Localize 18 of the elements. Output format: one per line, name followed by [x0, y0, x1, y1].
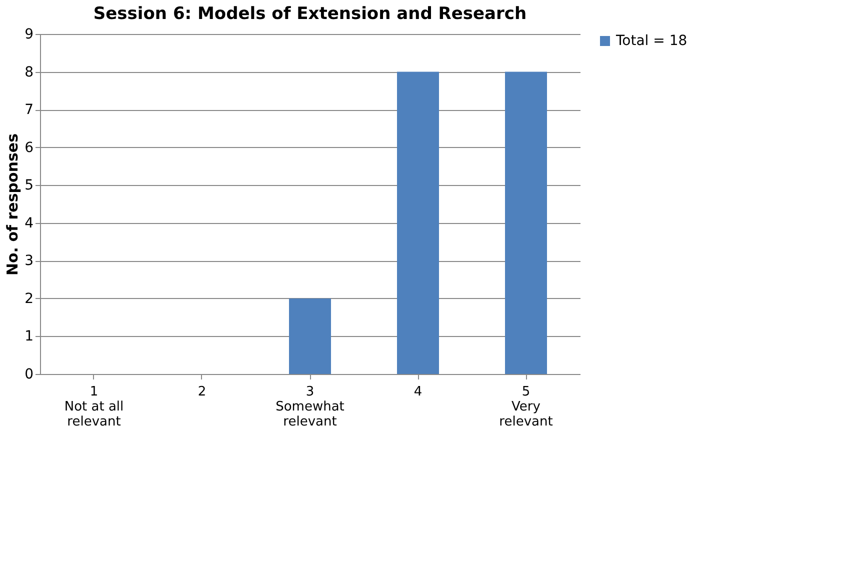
legend-label: Total = 18 — [615, 33, 688, 49]
y-tick-label: 4 — [24, 215, 34, 232]
x-tick-label: 3 Somewhat relevant — [276, 384, 344, 430]
y-tick-label: 0 — [24, 366, 34, 382]
x-tick-label: 4 — [414, 384, 422, 400]
y-tick-label: 3 — [24, 253, 34, 270]
x-tick-label: 2 — [198, 384, 206, 400]
y-tick-label: 2 — [24, 290, 34, 307]
x-tick-label: 1 Not at all relevant — [64, 384, 124, 430]
x-tick-label: 5 Very relevant — [499, 384, 553, 430]
y-tick-label: 6 — [24, 140, 34, 156]
y-tick-label: 9 — [24, 26, 34, 42]
y-tick-label: 1 — [24, 328, 34, 345]
y-tick-label: 7 — [24, 102, 34, 118]
y-tick-label: 5 — [24, 178, 34, 194]
chart-title: Session 6: Models of Extension and Research — [93, 4, 527, 24]
y-tick-label: 8 — [24, 64, 34, 80]
y-axis-title: No. of responses — [4, 133, 22, 276]
